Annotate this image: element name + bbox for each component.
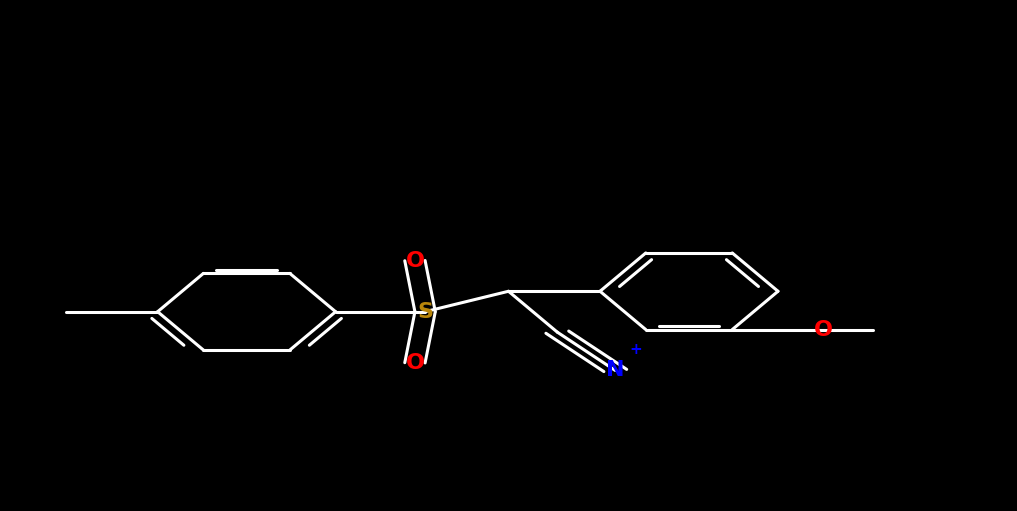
Text: O: O (406, 250, 424, 271)
Text: N: N (606, 360, 624, 381)
Text: S: S (417, 301, 433, 322)
Text: O: O (406, 353, 424, 373)
Text: O: O (815, 319, 833, 340)
Text: +: + (630, 341, 642, 357)
